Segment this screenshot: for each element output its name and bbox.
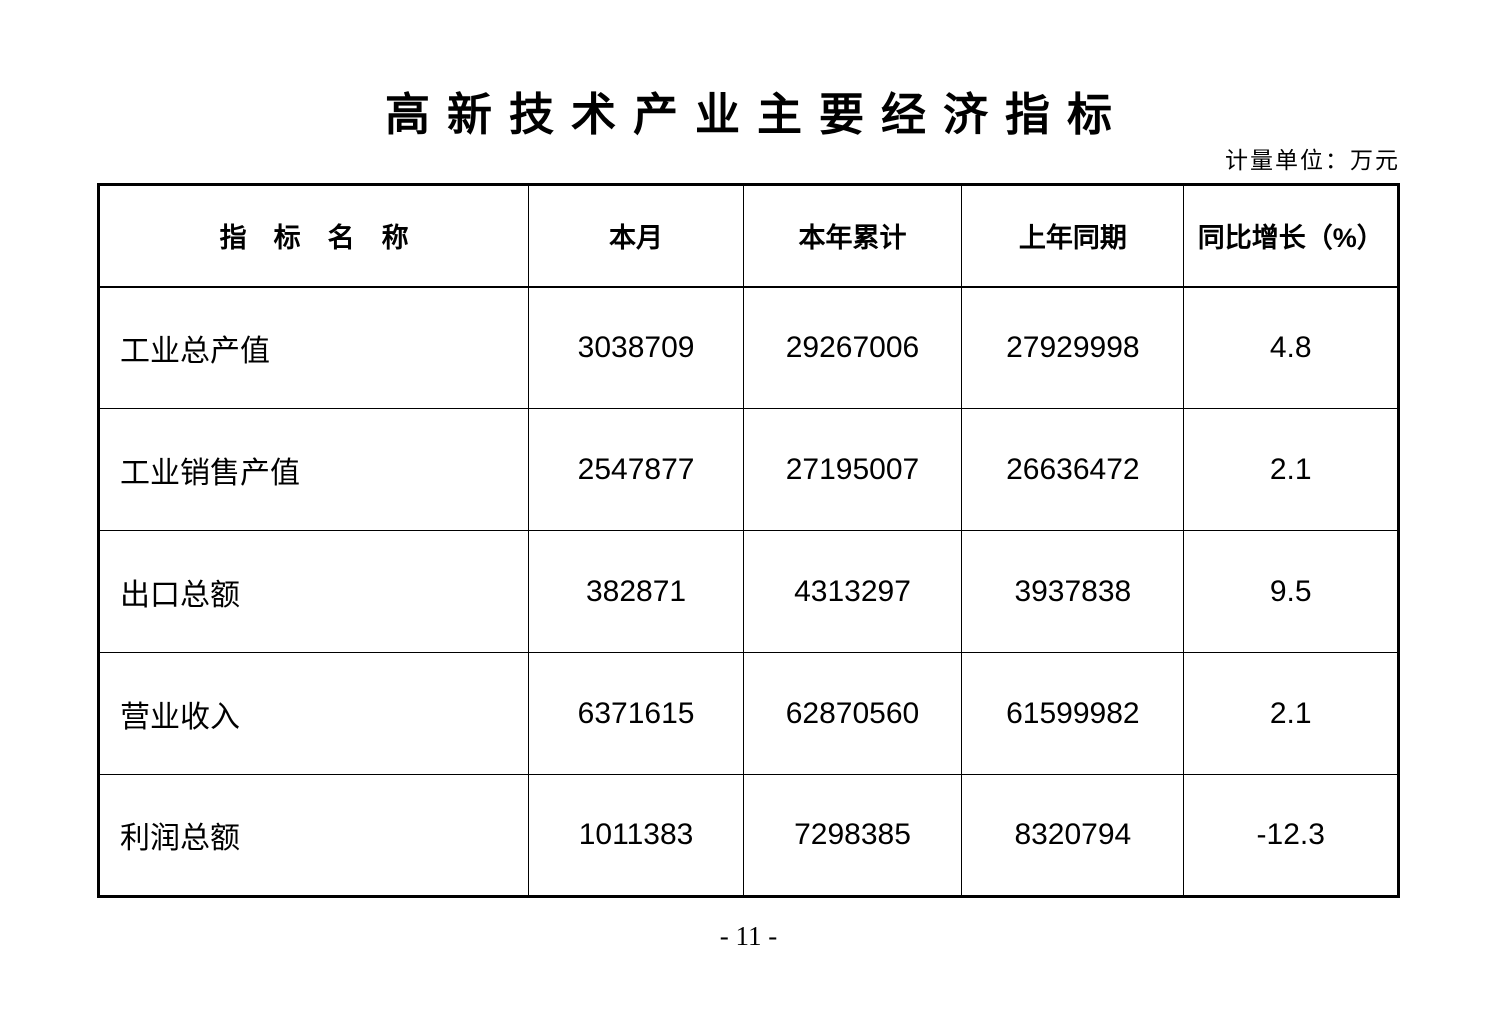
header-current-month: 本月 [528, 184, 744, 288]
table-row: 利润总额 1011383 7298385 8320794 -12.3 [97, 774, 1399, 897]
cell-year-to-date: 62870560 [742, 652, 963, 775]
cell-same-period-last-year: 27929998 [961, 286, 1185, 409]
cell-current-month: 6371615 [528, 652, 744, 775]
table-row: 营业收入 6371615 62870560 61599982 2.1 [97, 652, 1399, 775]
table-row: 工业销售产值 2547877 27195007 26636472 2.1 [97, 408, 1399, 531]
cell-current-month: 1011383 [528, 774, 744, 897]
cell-same-period-last-year: 3937838 [961, 530, 1185, 653]
unit-note: 计量单位：万元 [1225, 148, 1400, 173]
cell-indicator-name: 营业收入 [97, 652, 530, 775]
cell-current-month: 3038709 [528, 286, 744, 409]
cell-year-to-date: 29267006 [742, 286, 963, 409]
cell-indicator-name: 利润总额 [97, 774, 530, 897]
table-row: 出口总额 382871 4313297 3937838 9.5 [97, 530, 1399, 653]
cell-same-period-last-year: 26636472 [961, 408, 1185, 531]
cell-year-to-date: 4313297 [742, 530, 963, 653]
cell-yoy-growth: 2.1 [1183, 408, 1399, 531]
cell-current-month: 2547877 [528, 408, 744, 531]
cell-yoy-growth: 4.8 [1183, 286, 1399, 409]
cell-same-period-last-year: 8320794 [961, 774, 1185, 897]
header-same-period-last-year: 上年同期 [961, 184, 1185, 288]
cell-indicator-name: 工业总产值 [97, 286, 530, 409]
cell-indicator-name: 工业销售产值 [97, 408, 530, 531]
cell-year-to-date: 27195007 [742, 408, 963, 531]
cell-current-month: 382871 [528, 530, 744, 653]
header-row: 指 标 名 称 本月 本年累计 上年同期 同比增长（%） [97, 184, 1399, 288]
cell-yoy-growth: 2.1 [1183, 652, 1399, 775]
indicators-table: 指 标 名 称 本月 本年累计 上年同期 同比增长（%） 工业总产值 30387… [97, 183, 1400, 898]
page-title: 高新技术产业主要经济指标 [384, 89, 1129, 140]
cell-yoy-growth: -12.3 [1183, 774, 1399, 897]
table-row: 工业总产值 3038709 29267006 27929998 4.8 [97, 286, 1399, 409]
cell-indicator-name: 出口总额 [97, 530, 530, 653]
cell-year-to-date: 7298385 [742, 774, 963, 897]
header-indicator-name: 指 标 名 称 [97, 184, 530, 288]
cell-yoy-growth: 9.5 [1183, 530, 1399, 653]
page-number: - 11 - [719, 921, 778, 951]
cell-same-period-last-year: 61599982 [961, 652, 1185, 775]
indicators-table-wrap: 指 标 名 称 本月 本年累计 上年同期 同比增长（%） 工业总产值 30387… [97, 183, 1400, 898]
header-year-to-date: 本年累计 [742, 184, 963, 288]
header-yoy-growth: 同比增长（%） [1183, 184, 1399, 288]
